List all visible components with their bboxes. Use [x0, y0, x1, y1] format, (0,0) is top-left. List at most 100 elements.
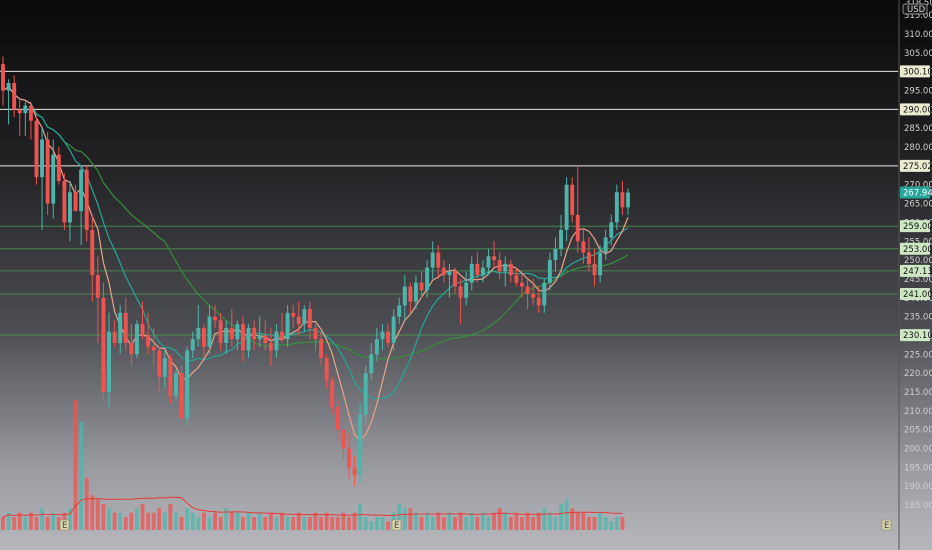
volume-bar	[475, 517, 480, 530]
level-badge-text-5: 247.13	[903, 267, 932, 277]
candle-body	[335, 407, 340, 430]
candle-body	[112, 331, 117, 343]
candle-body	[352, 467, 357, 475]
candle-body	[391, 316, 396, 343]
level-badge-text-6: 241.00	[903, 290, 932, 300]
volume-bar	[419, 517, 424, 530]
candle-body	[263, 335, 268, 343]
candle-body	[609, 222, 614, 238]
volume-bar	[609, 521, 614, 530]
candle-body	[626, 192, 630, 208]
volume-bar	[56, 517, 61, 530]
candle-body	[614, 192, 619, 223]
candle-body	[469, 263, 474, 283]
volume-bar	[514, 512, 519, 530]
candle-body	[486, 256, 491, 268]
candle-body	[547, 260, 552, 283]
volume-bar	[620, 517, 625, 530]
level-badge-0	[900, 65, 930, 78]
candle-body	[581, 241, 586, 253]
earnings-marker	[391, 519, 402, 531]
axis-tick-label: 285.00	[904, 124, 932, 134]
volume-bar	[291, 517, 296, 530]
axis-tick-label: 195.00	[904, 463, 932, 473]
candle-body	[280, 331, 284, 340]
volume-bar	[564, 499, 569, 530]
candle-body	[430, 252, 435, 268]
ma-mid-line	[2, 85, 629, 400]
volume-bar	[207, 517, 212, 530]
volume-bar	[118, 512, 123, 530]
volume-bar	[586, 517, 591, 530]
candle-body	[514, 275, 519, 283]
candle-body	[246, 327, 251, 351]
candle-body	[313, 327, 318, 340]
axis-tick-label: 220.00	[904, 369, 932, 379]
volume-bar	[68, 508, 72, 530]
volume-bar	[285, 517, 290, 530]
candle-body	[291, 312, 296, 317]
volume-bar	[581, 512, 586, 530]
candle-body	[140, 324, 145, 336]
candle-body	[213, 316, 218, 321]
candle-body	[6, 83, 11, 91]
level-badge-text-0: 300.10	[903, 67, 932, 77]
candle-body	[151, 346, 156, 351]
volume-bar	[458, 512, 463, 530]
volume-bar	[40, 508, 45, 530]
candle-body	[386, 331, 390, 343]
level-badge-5	[900, 264, 930, 277]
volume-bar	[603, 517, 608, 530]
volume-bar	[503, 512, 508, 530]
volume-bar	[319, 517, 324, 530]
candle-body	[592, 263, 597, 276]
candle-body	[559, 229, 563, 249]
candle-body	[90, 229, 95, 276]
volume-bar	[547, 512, 552, 530]
candle-body	[23, 105, 28, 114]
candle-body	[229, 327, 234, 340]
volume-bar	[129, 512, 134, 530]
earnings-marker-label: E	[62, 521, 67, 531]
candle-body	[307, 309, 312, 328]
volume-bar	[508, 517, 513, 530]
volume-bar	[179, 517, 184, 530]
currency-label: USD	[907, 5, 926, 15]
axis-tick-label: 305.00	[904, 49, 932, 59]
candle-body	[68, 192, 72, 223]
earnings-marker	[59, 519, 70, 531]
volume-bar	[313, 512, 318, 530]
volume-bar	[430, 517, 435, 530]
volume-bar	[45, 517, 50, 530]
volume-bar	[268, 512, 273, 530]
candle-body	[302, 309, 307, 325]
volume-bar	[497, 508, 502, 530]
candle-body	[73, 192, 78, 212]
candle-body	[207, 316, 212, 347]
volume-bar	[157, 508, 162, 530]
candle-body	[12, 83, 17, 110]
volume-bar	[324, 512, 329, 530]
volume-bar	[185, 508, 190, 530]
currency-badge	[902, 3, 928, 15]
volume-bar	[592, 517, 597, 530]
volume-bar	[553, 517, 558, 530]
candle-body	[134, 324, 139, 355]
candle-body	[201, 327, 206, 347]
level-badge-7	[900, 329, 930, 342]
candle-body	[179, 373, 184, 419]
candle-body	[458, 286, 463, 298]
volume-bar	[307, 517, 312, 530]
volume-bar	[386, 521, 390, 530]
candle-body	[17, 109, 22, 114]
candle-body	[341, 429, 346, 449]
volume-bar	[90, 495, 95, 530]
candle-body	[553, 248, 558, 261]
ma-fast-line	[2, 85, 629, 442]
candle-body	[492, 256, 497, 261]
candle-body	[480, 267, 485, 276]
level-badge-text-3: 259.00	[903, 222, 932, 232]
level-badge-text-2: 275.02	[903, 162, 932, 172]
volume-bar	[134, 508, 139, 530]
